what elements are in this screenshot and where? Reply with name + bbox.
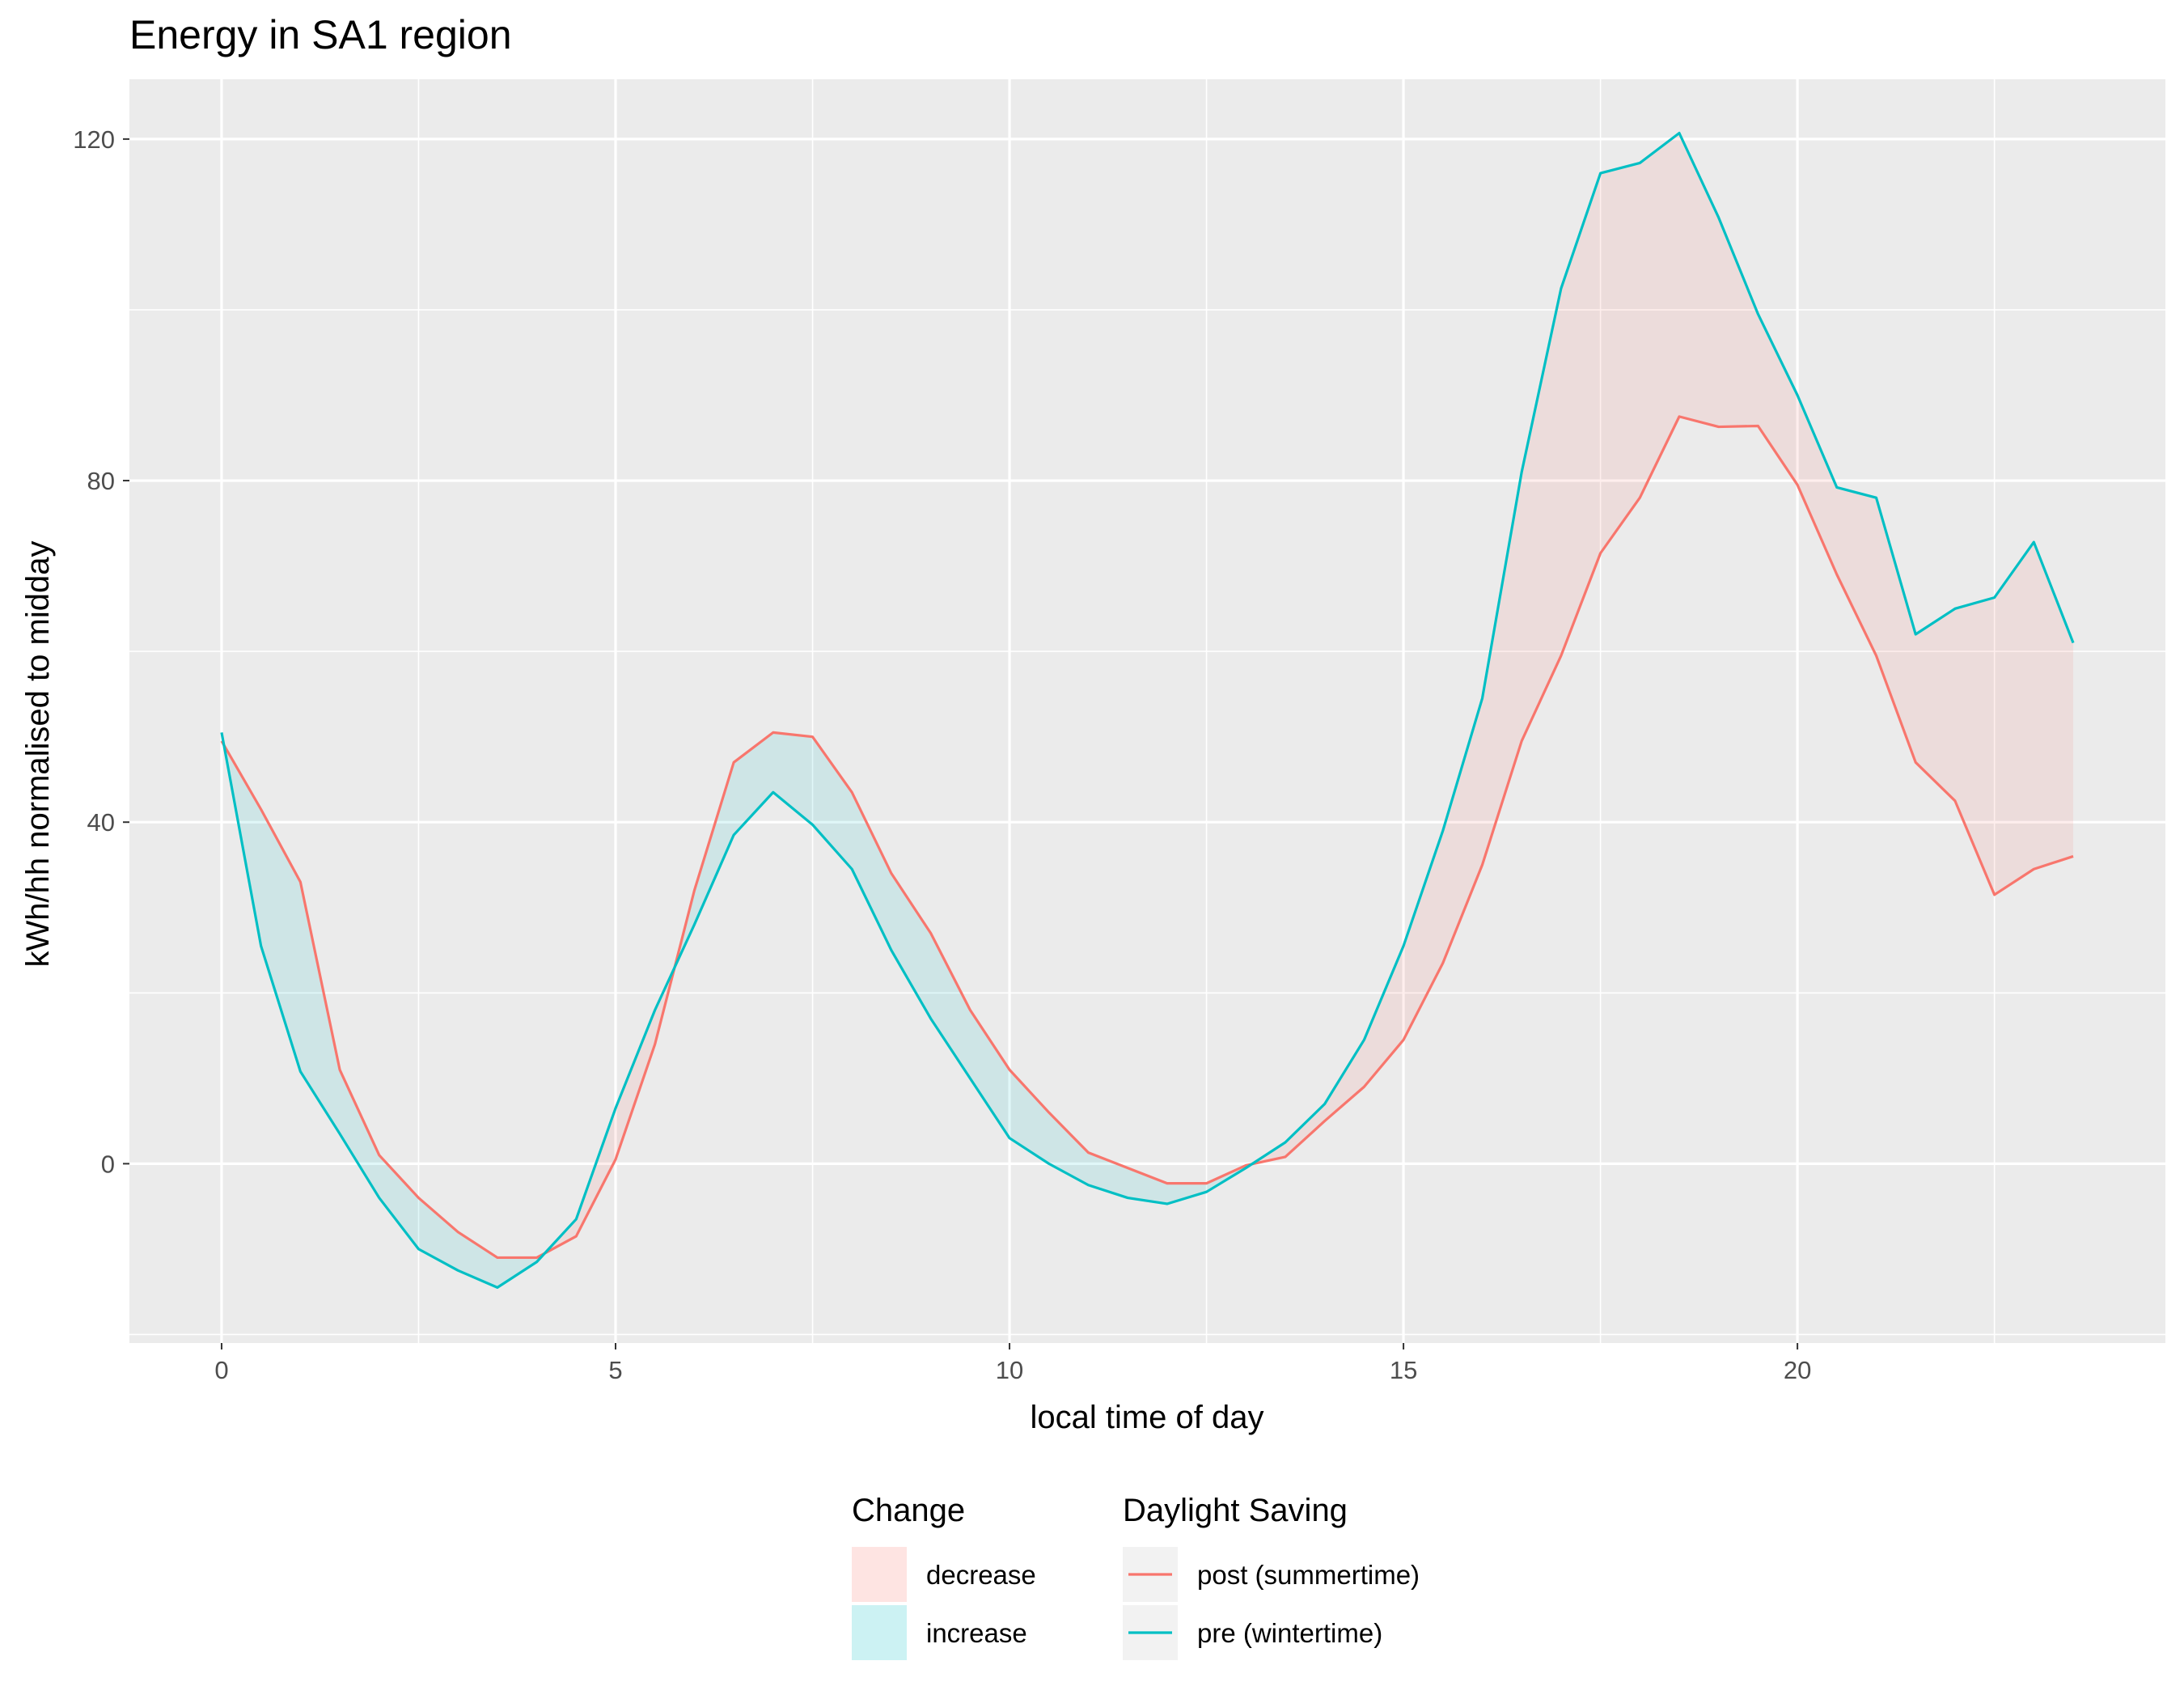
legend-label-pre: pre (wintertime) — [1197, 1618, 1382, 1648]
x-tick-label: 5 — [608, 1356, 622, 1384]
grid-major — [129, 79, 2165, 1343]
ribbon-increase — [675, 732, 1252, 1204]
y-tick-label: 40 — [87, 808, 115, 837]
x-axis-title: local time of day — [1030, 1400, 1263, 1435]
ribbon-increase — [223, 744, 545, 1288]
legend-key-increase — [852, 1605, 907, 1660]
x-tick-label: 0 — [214, 1356, 228, 1384]
y-tick-label: 80 — [87, 467, 115, 495]
chart-title: Energy in SA1 region — [129, 12, 512, 57]
x-axis: 0 5 10 15 20 — [214, 1343, 1811, 1384]
series-line-pre — [220, 131, 2075, 1289]
series-line-post — [220, 415, 2074, 1260]
legend-label-decrease: decrease — [926, 1560, 1036, 1590]
plot-panel — [129, 79, 2165, 1343]
legend: Change decrease increase Daylight Saving pos… — [852, 1493, 1420, 1660]
legend-title-daylight-saving: Daylight Saving — [1123, 1493, 1348, 1528]
legend-title-change: Change — [852, 1493, 965, 1528]
legend-label-post: post (summertime) — [1197, 1560, 1420, 1590]
y-tick-label: 0 — [101, 1150, 115, 1178]
y-axis: 0 40 80 120 — [73, 125, 129, 1178]
y-tick-label: 120 — [73, 125, 115, 154]
legend-key-decrease — [852, 1547, 907, 1602]
legend-label-increase: increase — [926, 1618, 1027, 1648]
x-tick-label: 15 — [1390, 1356, 1417, 1384]
series-lines — [220, 131, 2075, 1289]
ribbon-decrease — [1251, 133, 2074, 1164]
x-tick-label: 20 — [1784, 1356, 1811, 1384]
x-tick-label: 10 — [996, 1356, 1023, 1384]
y-axis-title: kWh/hh normalised to midday — [20, 541, 56, 968]
grid-minor — [129, 79, 2165, 1343]
